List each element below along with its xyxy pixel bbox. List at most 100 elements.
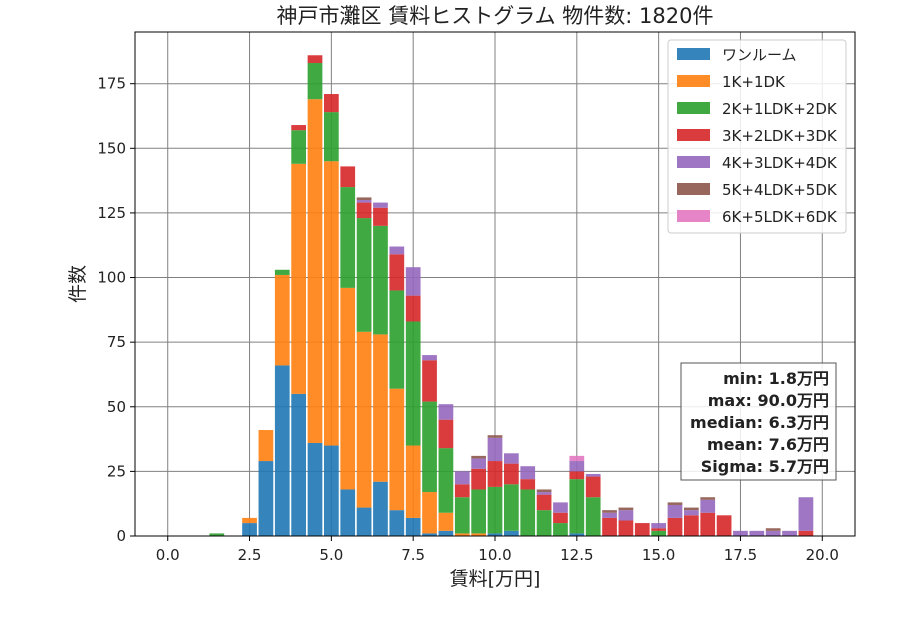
bar-segment — [618, 510, 634, 521]
bar-segment — [520, 489, 536, 536]
stat-sigma: Sigma: 5.7万円 — [701, 457, 829, 476]
bar-segment — [356, 200, 372, 203]
bar-segment — [536, 489, 552, 493]
bar-segment — [422, 533, 437, 536]
bar-segment — [536, 494, 552, 511]
bar-segment — [274, 269, 290, 275]
x-tick-label: 7.5 — [401, 546, 425, 564]
bar-segment — [356, 331, 372, 508]
legend-swatch — [677, 75, 710, 87]
bar-segment — [504, 530, 519, 536]
x-tick-label: 10.0 — [478, 546, 511, 564]
bar-segment — [471, 468, 486, 490]
bar-segment — [340, 489, 356, 536]
bar-segment — [684, 507, 699, 511]
bar-segment — [765, 530, 781, 536]
bar-segment — [324, 94, 339, 113]
bar-segment — [307, 63, 323, 100]
x-axis-label: 賃料[万円] — [450, 568, 541, 590]
bar-segment — [487, 435, 503, 438]
bar-segment — [405, 517, 421, 536]
bar-segment — [373, 207, 388, 226]
bar-segment — [749, 530, 765, 536]
legend-label: 5K+4LDK+5DK — [722, 181, 838, 199]
legend-label: 2K+1LDK+2DK — [722, 100, 838, 118]
bar-segment — [684, 515, 699, 536]
bar-segment — [209, 533, 225, 536]
bar-segment — [438, 512, 454, 531]
bar-segment — [602, 517, 617, 536]
bar-segment — [585, 476, 601, 498]
bar-segment — [454, 471, 470, 485]
legend-label: ワンルーム — [722, 46, 797, 64]
bar-segment — [373, 202, 388, 208]
bar-segment — [307, 442, 323, 536]
bar-segment — [634, 523, 650, 536]
bar-segment — [242, 523, 257, 536]
legend-swatch — [677, 102, 710, 114]
bar-segment — [389, 290, 405, 389]
bar-segment — [422, 355, 437, 361]
legend-label: 3K+2LDK+3DK — [722, 127, 838, 145]
x-tick-label: 2.5 — [238, 546, 262, 564]
histogram-bars — [209, 55, 814, 536]
bar-segment — [291, 125, 306, 131]
y-tick-label: 50 — [107, 398, 126, 416]
bar-segment — [324, 445, 339, 536]
bar-segment — [405, 321, 421, 446]
chart-title: 神戸市灘区 賃料ヒストグラム 物件数: 1820件 — [277, 4, 714, 28]
legend-swatch — [677, 48, 710, 60]
stat-min: min: 1.8万円 — [723, 369, 829, 388]
stats-box: min: 1.8万円 max: 90.0万円 median: 6.3万円 mea… — [680, 362, 837, 481]
bar-segment — [454, 484, 470, 498]
bar-segment — [356, 507, 372, 536]
bar-segment — [733, 530, 748, 536]
bar-segment — [667, 504, 683, 518]
legend-label: 1K+1DK — [722, 73, 786, 91]
y-axis-ticks: 0 25 50 75 100 125 150 175 — [97, 75, 135, 545]
y-tick-label: 0 — [116, 527, 126, 545]
bar-segment — [667, 502, 683, 505]
bar-segment — [651, 523, 666, 529]
bar-segment — [569, 471, 585, 480]
y-tick-label: 75 — [107, 333, 126, 351]
y-tick-label: 150 — [97, 139, 126, 157]
bar-segment — [487, 437, 503, 462]
bar-segment — [324, 112, 339, 162]
bar-segment — [569, 455, 585, 462]
legend-box — [667, 39, 847, 234]
x-tick-label: 17.5 — [724, 546, 757, 564]
x-tick-label: 0.0 — [156, 546, 180, 564]
x-tick-label: 5.0 — [319, 546, 343, 564]
bar-segment — [782, 530, 797, 536]
bar-segment — [274, 274, 290, 366]
bar-segment — [324, 161, 339, 446]
stat-median: median: 6.3万円 — [690, 413, 829, 432]
bar-segment — [356, 202, 372, 219]
bar-segment — [487, 461, 503, 487]
bar-segment — [651, 530, 666, 536]
x-tick-label: 20.0 — [806, 546, 839, 564]
bar-segment — [307, 99, 323, 443]
bar-segment — [389, 246, 405, 255]
bar-segment — [422, 492, 437, 534]
bar-segment — [454, 497, 470, 534]
bar-segment — [471, 533, 486, 536]
bar-segment — [389, 388, 405, 511]
bar-segment — [602, 510, 617, 513]
bar-segment — [373, 334, 388, 482]
y-tick-label: 25 — [107, 462, 126, 480]
bar-segment — [438, 419, 454, 449]
bar-segment — [356, 218, 372, 332]
bar-segment — [258, 461, 274, 536]
bar-segment — [454, 533, 470, 536]
legend-label: 6K+5LDK+6DK — [722, 208, 838, 226]
bar-segment — [471, 458, 486, 469]
bar-segment — [340, 187, 356, 288]
bar-segment — [700, 512, 716, 536]
stat-max: max: 90.0万円 — [708, 391, 829, 410]
bar-segment — [569, 533, 585, 536]
bar-segment — [422, 401, 437, 493]
bar-segment — [307, 55, 323, 64]
